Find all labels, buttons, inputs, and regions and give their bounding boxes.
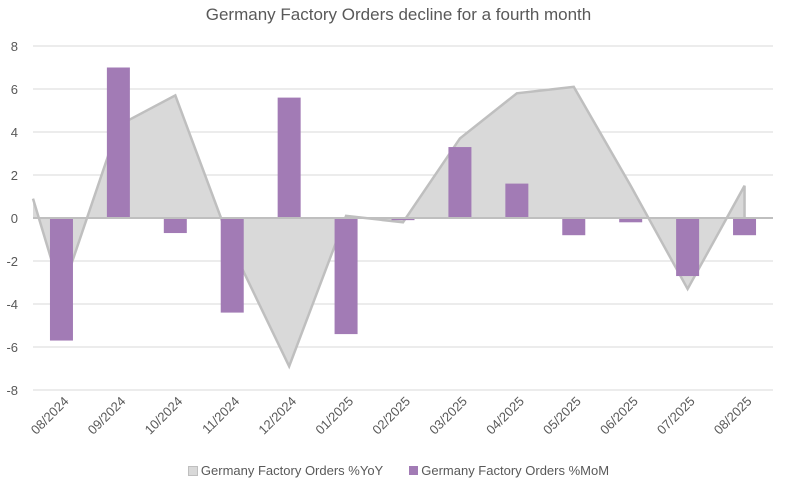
mom-bar — [334, 218, 358, 335]
x-tick-label: 06/2025 — [597, 394, 641, 438]
mom-bar — [505, 183, 529, 218]
x-axis-labels: 08/2024 09/2024 10/2024 11/2024 12/2024 01/20… — [28, 394, 755, 438]
legend-item-mom[interactable]: Germany Factory Orders %MoM — [409, 463, 609, 478]
x-tick-label: 09/2024 — [85, 394, 129, 438]
y-tick-label: 0 — [11, 211, 18, 226]
mom-bar-series — [49, 67, 757, 341]
x-tick-label: 02/2025 — [369, 394, 413, 438]
legend-item-yoy[interactable]: Germany Factory Orders %YoY — [187, 463, 384, 478]
x-tick-label: 04/2025 — [483, 394, 527, 438]
y-tick-label: 2 — [11, 168, 18, 183]
y-tick-label: -8 — [6, 383, 18, 398]
mom-bar — [277, 97, 301, 218]
yoy-area-line — [31, 85, 746, 370]
x-tick-label: 10/2024 — [142, 394, 186, 438]
x-tick-label: 07/2025 — [654, 394, 698, 438]
x-tick-label: 11/2024 — [199, 394, 242, 437]
chart-title: Germany Factory Orders decline for a fou… — [205, 5, 592, 24]
mom-bar — [562, 218, 586, 236]
mom-bar — [448, 147, 472, 218]
y-tick-label: 4 — [11, 125, 18, 140]
legend-label-yoy: Germany Factory Orders %YoY — [200, 463, 384, 478]
x-tick-label: 08/2024 — [28, 394, 72, 438]
y-tick-label: 8 — [11, 39, 18, 54]
mom-bar — [220, 218, 244, 313]
legend-swatch-mom — [409, 466, 419, 475]
x-tick-label: 01/2025 — [312, 394, 356, 438]
legend-swatch-yoy — [187, 465, 198, 476]
yoy-area-series — [31, 85, 746, 370]
x-tick-label: 05/2025 — [540, 394, 584, 438]
mom-bar — [676, 218, 700, 277]
mom-bar — [106, 67, 130, 218]
gridlines — [33, 45, 773, 391]
mom-bar — [163, 218, 187, 234]
y-tick-label: -6 — [6, 340, 18, 355]
x-tick-label: 08/2025 — [711, 394, 755, 438]
legend: Germany Factory Orders %YoY Germany Fact… — [0, 463, 797, 478]
y-tick-label: -4 — [6, 297, 18, 312]
mom-bar — [391, 218, 415, 221]
x-tick-label: 12/2024 — [255, 394, 299, 438]
y-tick-label: -2 — [6, 254, 18, 269]
mom-bar — [49, 218, 73, 341]
x-tick-label: 03/2025 — [426, 394, 470, 438]
yoy-area-fill — [33, 86, 745, 367]
mom-bar — [733, 218, 757, 236]
mom-bar — [619, 218, 643, 223]
y-tick-label: 6 — [11, 82, 18, 97]
legend-label-mom: Germany Factory Orders %MoM — [421, 463, 610, 478]
y-axis-labels: 8 6 4 2 0 -2 -4 -6 -8 — [6, 39, 18, 398]
